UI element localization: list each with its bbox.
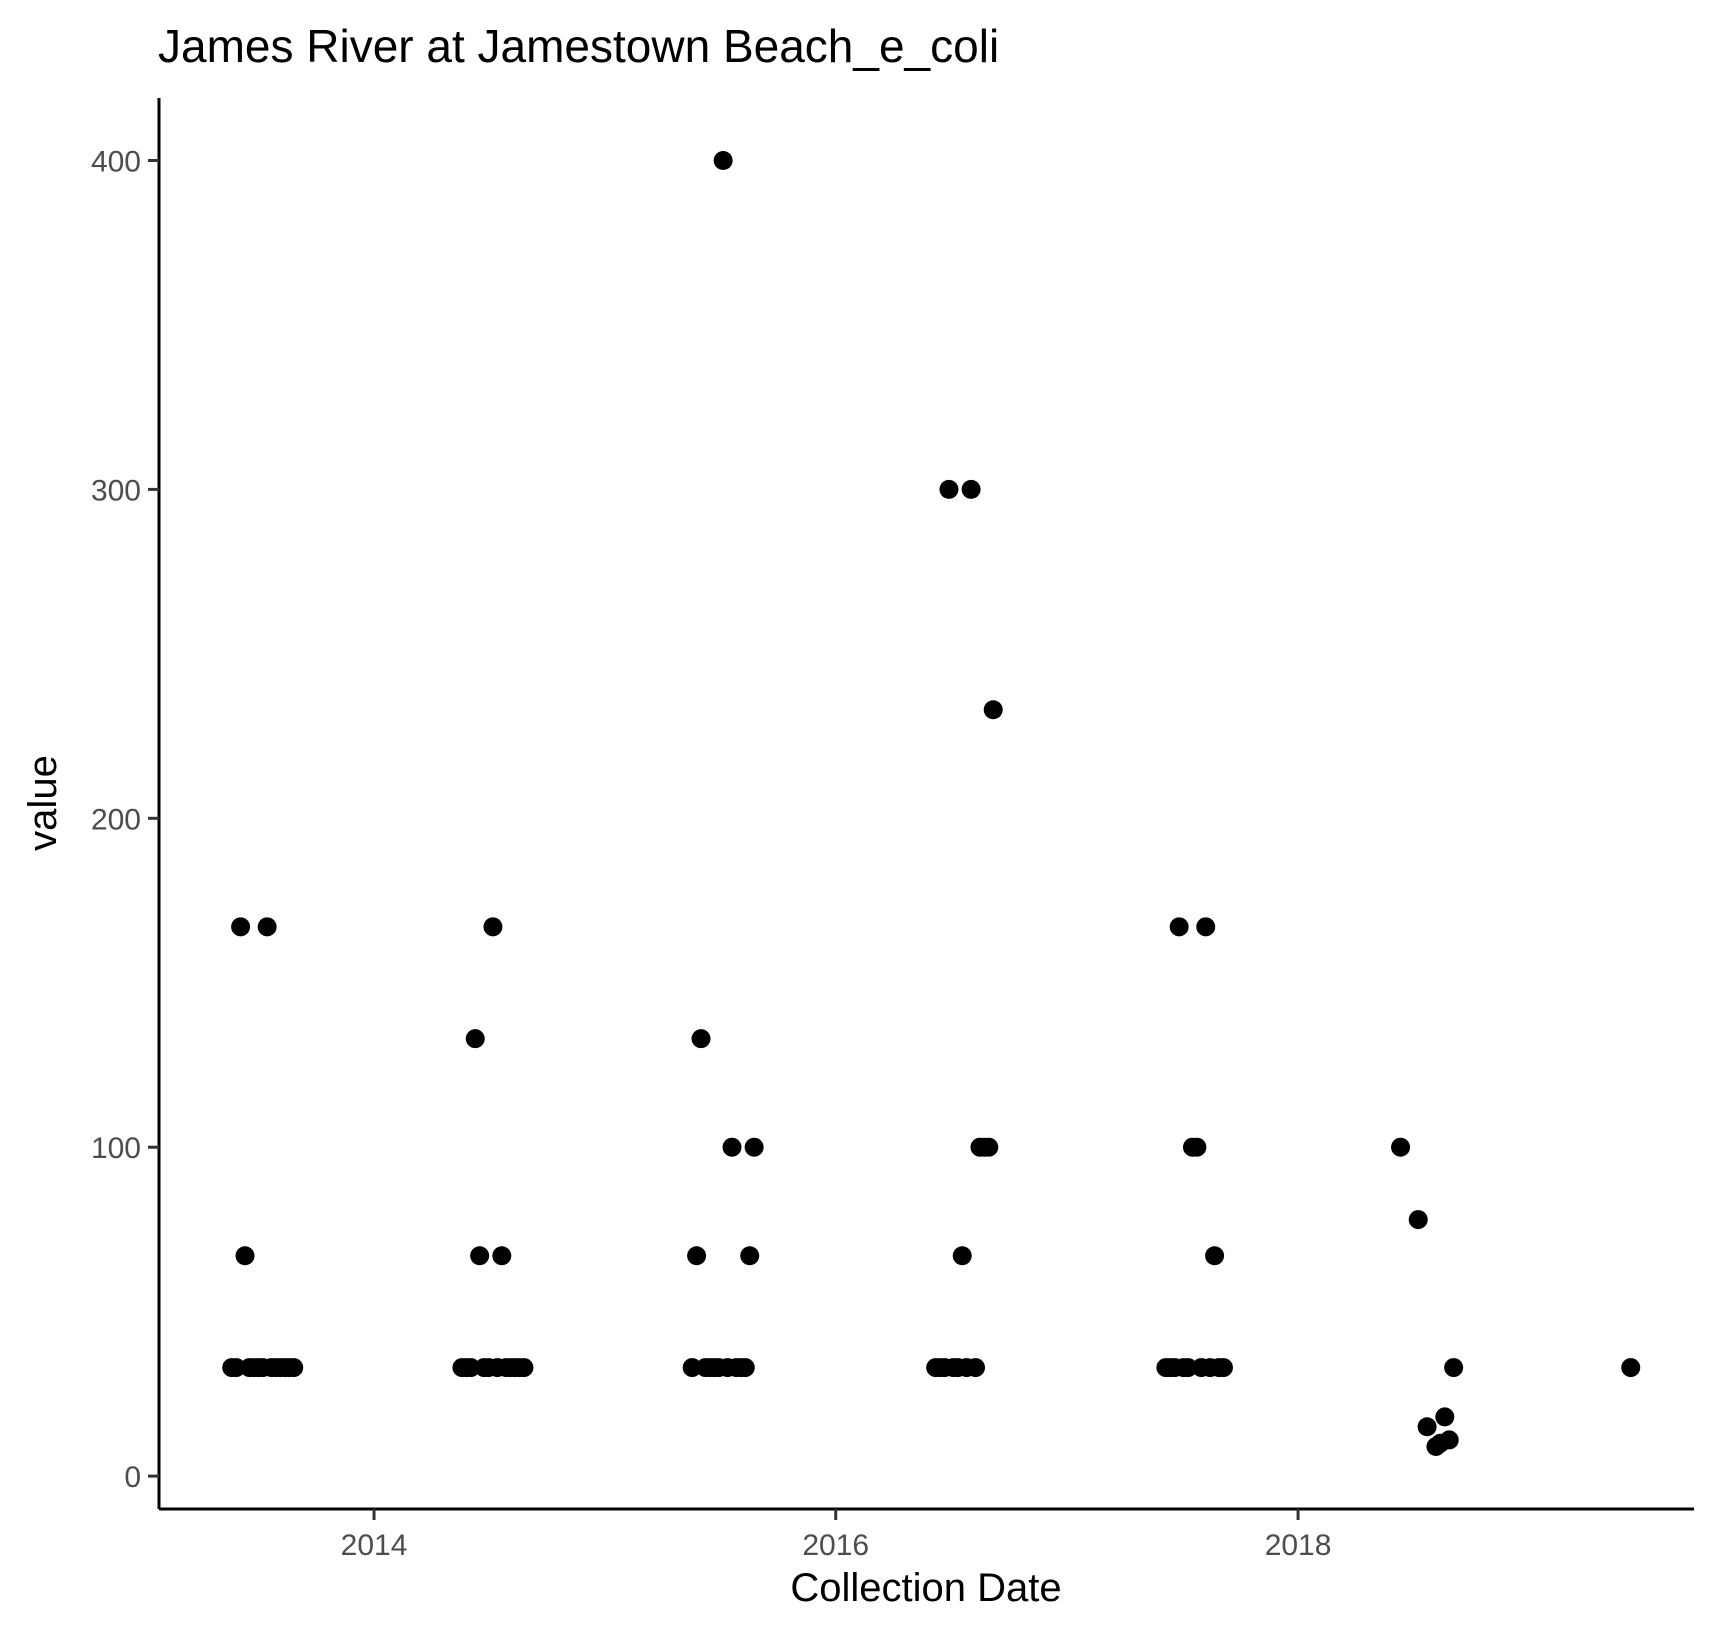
data-point bbox=[492, 1246, 512, 1266]
data-point bbox=[1391, 1137, 1411, 1157]
data-point bbox=[226, 1358, 246, 1378]
x-tick-label: 2014 bbox=[341, 1529, 408, 1562]
data-point bbox=[713, 150, 733, 170]
data-point bbox=[1435, 1407, 1455, 1427]
x-tick-label: 2016 bbox=[802, 1529, 869, 1562]
data-points bbox=[222, 150, 1641, 1457]
data-point bbox=[735, 1358, 755, 1378]
y-tick-label: 400 bbox=[91, 145, 141, 178]
y-tick-label: 100 bbox=[91, 1132, 141, 1165]
data-point bbox=[284, 1358, 304, 1378]
y-axis-ticks: 0 100 200 300 400 bbox=[91, 145, 159, 1494]
data-point bbox=[979, 1137, 999, 1157]
data-point bbox=[465, 1029, 485, 1049]
data-point bbox=[966, 1358, 986, 1378]
data-point bbox=[740, 1246, 760, 1266]
data-point bbox=[514, 1358, 534, 1378]
data-point bbox=[1439, 1430, 1459, 1450]
chart-title: James River at Jamestown Beach_e_coli bbox=[158, 20, 999, 72]
data-point bbox=[1196, 917, 1216, 937]
data-point bbox=[1213, 1358, 1233, 1378]
y-tick-label: 0 bbox=[124, 1461, 141, 1494]
data-point bbox=[1169, 917, 1189, 937]
data-point bbox=[1187, 1137, 1207, 1157]
data-point bbox=[1444, 1358, 1464, 1378]
data-point bbox=[939, 479, 959, 499]
data-point bbox=[461, 1358, 481, 1378]
data-point bbox=[682, 1358, 702, 1378]
data-point bbox=[1621, 1358, 1641, 1378]
data-point bbox=[257, 917, 277, 937]
data-point bbox=[744, 1137, 764, 1157]
data-point bbox=[1408, 1210, 1428, 1230]
data-point bbox=[983, 700, 1003, 720]
y-tick-label: 200 bbox=[91, 803, 141, 836]
data-point bbox=[483, 917, 503, 937]
x-axis-ticks: 2014 2016 2018 bbox=[341, 1509, 1332, 1562]
data-point bbox=[231, 917, 251, 937]
data-point bbox=[722, 1137, 742, 1157]
x-axis-title: Collection Date bbox=[790, 1566, 1061, 1610]
data-point bbox=[1178, 1358, 1198, 1378]
data-point bbox=[1205, 1246, 1225, 1266]
data-point bbox=[961, 479, 981, 499]
data-point bbox=[687, 1246, 707, 1266]
data-point bbox=[235, 1246, 255, 1266]
data-point bbox=[952, 1246, 972, 1266]
data-point bbox=[691, 1029, 711, 1049]
y-axis-title: value bbox=[21, 755, 65, 851]
y-tick-label: 300 bbox=[91, 474, 141, 507]
data-point bbox=[470, 1246, 490, 1266]
data-point bbox=[1417, 1417, 1437, 1437]
x-tick-label: 2018 bbox=[1265, 1529, 1332, 1562]
